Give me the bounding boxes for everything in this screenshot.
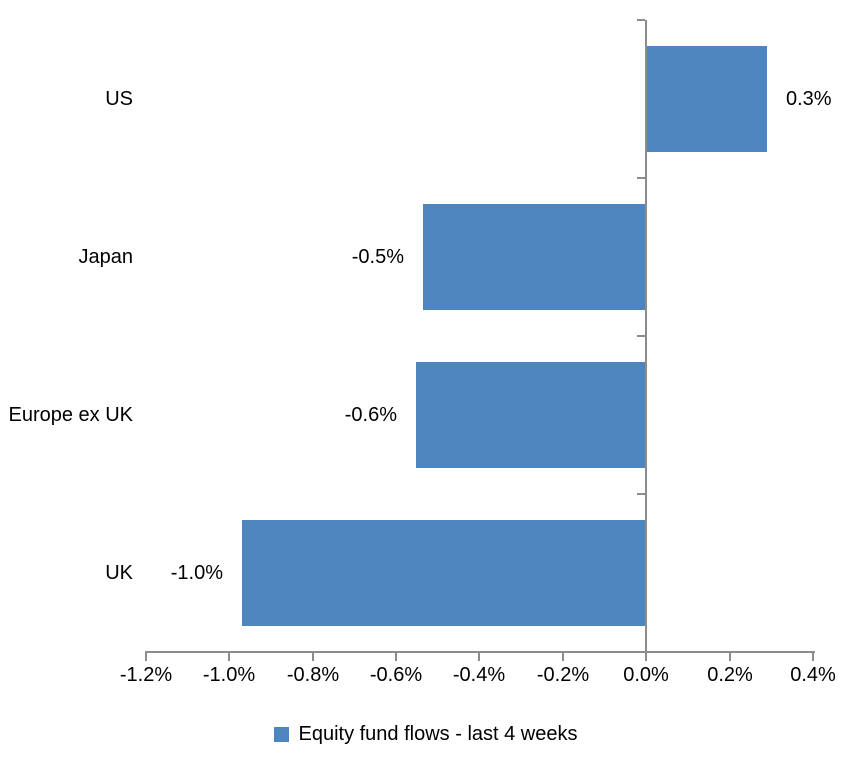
legend: Equity fund flows - last 4 weeks — [0, 720, 852, 748]
category-label-europe-ex-uk: Europe ex UK — [8, 403, 133, 426]
legend-color-swatch — [274, 726, 290, 742]
bar-europe-ex-uk — [416, 362, 646, 468]
value-axis-tick — [478, 653, 480, 661]
value-axis-tick-label: -0.4% — [452, 664, 506, 686]
category-axis-tick — [637, 19, 645, 21]
bar-uk — [242, 520, 646, 626]
value-axis-tick — [312, 653, 314, 661]
value-axis-tick — [812, 653, 814, 661]
data-label-japan: -0.5% — [351, 245, 404, 268]
value-axis-tick-label: 0.2% — [707, 664, 753, 686]
value-axis-line — [145, 651, 815, 653]
category-axis-tick — [637, 177, 645, 179]
category-axis-tick — [637, 493, 645, 495]
value-axis-tick-label: -1.2% — [119, 664, 173, 686]
value-axis-tick-label: -0.6% — [369, 664, 423, 686]
value-axis-tick — [145, 653, 147, 661]
data-label-us: 0.3% — [786, 87, 832, 110]
value-axis-tick-label: -0.8% — [286, 664, 340, 686]
value-axis-tick — [562, 653, 564, 661]
value-axis-tick-label: 0.0% — [623, 664, 669, 686]
data-label-europe-ex-uk: -0.6% — [344, 403, 397, 426]
value-axis-tick-label: -0.2% — [536, 664, 590, 686]
category-axis-line — [645, 20, 647, 652]
category-label-us: US — [105, 87, 133, 110]
value-axis-tick — [729, 653, 731, 661]
value-axis-tick-label: 0.4% — [790, 664, 836, 686]
category-label-uk: UK — [105, 561, 133, 584]
value-axis-tick — [395, 653, 397, 661]
bar-us — [646, 46, 767, 152]
category-axis-tick — [637, 335, 645, 337]
value-axis-tick-label: -1.0% — [202, 664, 256, 686]
value-axis-tick — [645, 653, 647, 661]
category-label-japan: Japan — [78, 245, 134, 268]
value-axis-tick — [228, 653, 230, 661]
data-label-uk: -1.0% — [170, 561, 223, 584]
legend-label: Equity fund flows - last 4 weeks — [298, 722, 578, 745]
bar-japan — [423, 204, 646, 310]
